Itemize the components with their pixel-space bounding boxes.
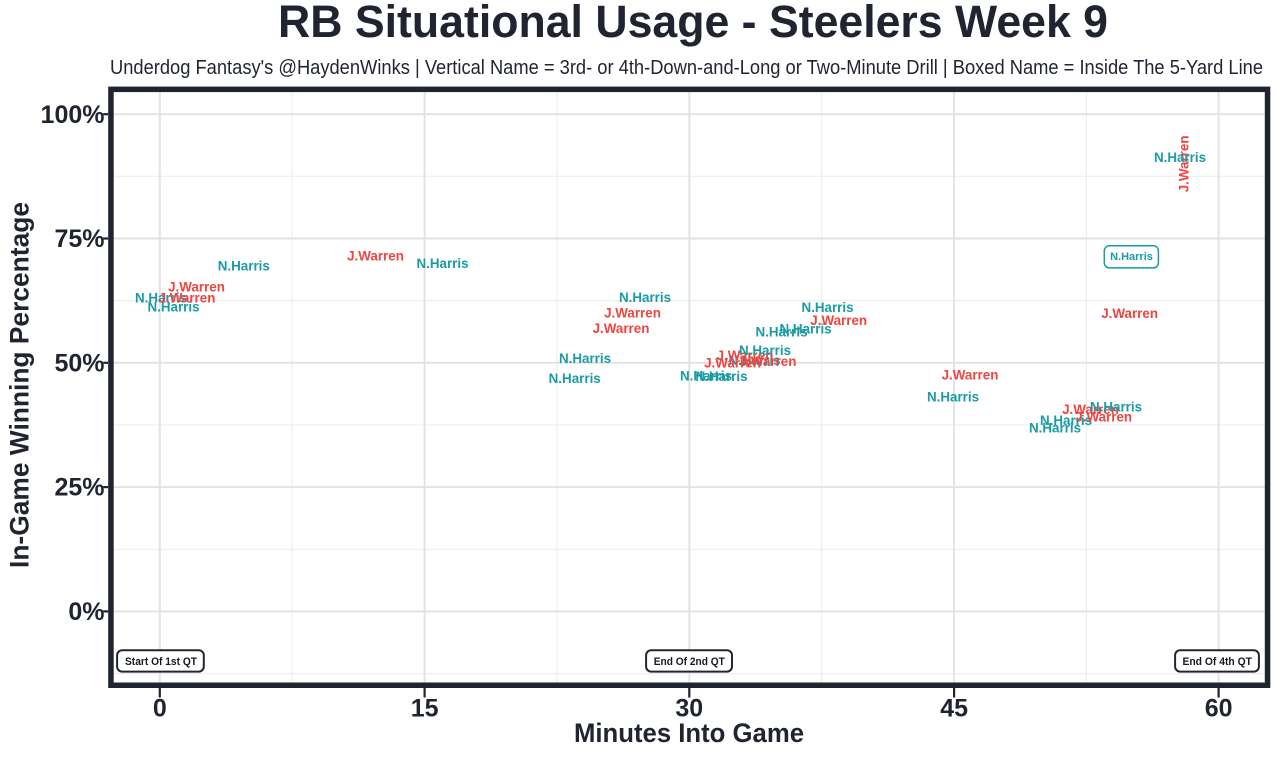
svg-text:N.Harris: N.Harris bbox=[1110, 251, 1153, 263]
svg-text:J.Warren: J.Warren bbox=[942, 368, 999, 383]
svg-text:N.Harris: N.Harris bbox=[549, 371, 601, 386]
svg-text:Start Of 1st QT: Start Of 1st QT bbox=[125, 656, 197, 668]
svg-text:J.Warren: J.Warren bbox=[593, 321, 650, 336]
svg-text:0: 0 bbox=[153, 695, 167, 723]
svg-text:75%: 75% bbox=[54, 225, 104, 253]
svg-text:100%: 100% bbox=[41, 101, 105, 129]
svg-text:N.Harris: N.Harris bbox=[1090, 399, 1142, 414]
svg-text:J.Warren: J.Warren bbox=[704, 355, 761, 370]
svg-text:N.Harris: N.Harris bbox=[135, 291, 187, 306]
svg-text:J.Warren: J.Warren bbox=[810, 313, 867, 328]
svg-text:J.Warren: J.Warren bbox=[159, 291, 216, 306]
svg-text:N.Harris: N.Harris bbox=[755, 325, 807, 340]
svg-text:N.Harris: N.Harris bbox=[147, 300, 199, 315]
svg-text:J.Warren: J.Warren bbox=[1177, 135, 1192, 192]
svg-text:N.Harris: N.Harris bbox=[1040, 413, 1092, 428]
svg-text:J.Warren: J.Warren bbox=[168, 279, 225, 294]
svg-text:RB Situational Usage - Steeler: RB Situational Usage - Steelers Week 9 bbox=[278, 0, 1108, 47]
svg-text:15: 15 bbox=[411, 695, 439, 723]
svg-text:N.Harris: N.Harris bbox=[1154, 150, 1206, 165]
svg-text:N.Harris: N.Harris bbox=[801, 300, 853, 315]
svg-text:30: 30 bbox=[675, 695, 703, 723]
svg-text:50%: 50% bbox=[54, 349, 104, 377]
svg-text:45: 45 bbox=[940, 695, 968, 723]
svg-text:N.Harris: N.Harris bbox=[1029, 421, 1081, 436]
svg-text:N.Harris: N.Harris bbox=[559, 351, 611, 366]
svg-text:N.Harris: N.Harris bbox=[218, 259, 270, 274]
svg-text:Minutes Into Game: Minutes Into Game bbox=[574, 718, 804, 748]
svg-text:Underdog Fantasy's @HaydenWink: Underdog Fantasy's @HaydenWinks | Vertic… bbox=[110, 57, 1263, 79]
svg-text:J.Warren: J.Warren bbox=[1062, 402, 1119, 417]
svg-text:N.Harris: N.Harris bbox=[780, 322, 832, 337]
svg-text:J.Warren: J.Warren bbox=[1075, 410, 1132, 425]
svg-text:J.Warren: J.Warren bbox=[347, 249, 404, 264]
svg-text:60: 60 bbox=[1205, 695, 1233, 723]
svg-text:N.Harris: N.Harris bbox=[416, 256, 468, 271]
svg-text:End Of 2nd QT: End Of 2nd QT bbox=[654, 656, 725, 668]
svg-text:N.Harris: N.Harris bbox=[728, 353, 780, 368]
svg-text:End Of 4th QT: End Of 4th QT bbox=[1182, 656, 1252, 668]
svg-text:J.Warren: J.Warren bbox=[1101, 306, 1158, 321]
svg-text:N.Harris: N.Harris bbox=[695, 369, 747, 384]
svg-text:N.Harris: N.Harris bbox=[619, 290, 671, 305]
svg-text:N.Harris: N.Harris bbox=[680, 369, 732, 384]
svg-text:25%: 25% bbox=[54, 474, 104, 502]
svg-text:0%: 0% bbox=[68, 598, 104, 626]
svg-text:N.Harris: N.Harris bbox=[927, 390, 979, 405]
svg-text:N.Harris: N.Harris bbox=[739, 343, 791, 358]
svg-text:J.Warren: J.Warren bbox=[604, 306, 661, 321]
svg-text:J.Warren: J.Warren bbox=[717, 348, 774, 363]
svg-text:J.Warren: J.Warren bbox=[740, 354, 797, 369]
svg-text:In-Game Winning Percentage: In-Game Winning Percentage bbox=[4, 202, 34, 568]
